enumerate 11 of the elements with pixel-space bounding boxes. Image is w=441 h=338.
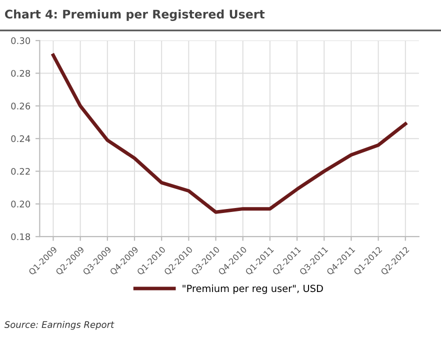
legend-label: "Premium per reg user", USD: [182, 284, 323, 294]
source-note: Source: Earnings Report: [4, 321, 114, 330]
y-tick-label: 0.30: [11, 37, 30, 44]
y-tick-label: 0.18: [11, 233, 30, 240]
y-tick-label: 0.24: [11, 135, 30, 142]
y-tick-label: 0.26: [11, 102, 30, 110]
y-tick-label: 0.20: [11, 200, 30, 208]
y-tick-label: 0.28: [11, 70, 30, 77]
chart-title: Chart 4: Premium per Registered Usert: [5, 9, 265, 21]
y-tick-label: 0.22: [11, 168, 30, 175]
line-series: [52, 54, 408, 214]
